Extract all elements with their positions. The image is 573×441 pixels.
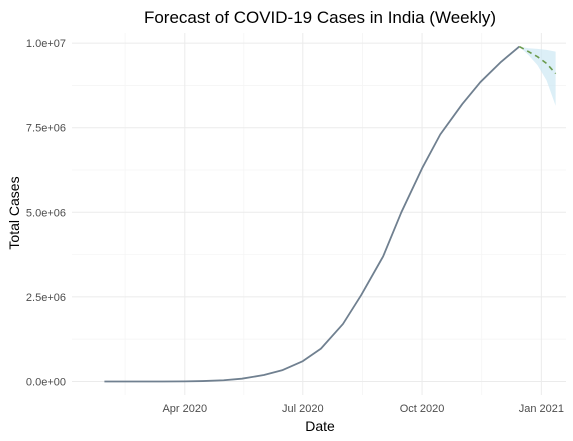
minor-gridlines [72, 33, 566, 395]
x-tick-label: Jul 2020 [282, 403, 324, 415]
x-tick-label: Oct 2020 [400, 403, 445, 415]
y-axis-ticks: 0.0e+00 2.5e+06 5.0e+06 7.5e+06 1.0e+07 [26, 38, 66, 388]
forecast-interval-layer [519, 46, 556, 106]
y-tick-label: 1.0e+07 [26, 38, 66, 50]
x-tick-label: Apr 2020 [162, 403, 207, 415]
x-tick-label: Jan 2021 [519, 403, 564, 415]
forecast-interval-band [519, 46, 556, 106]
series-layer [104, 45, 557, 383]
y-axis-title: Total Cases [6, 176, 22, 249]
y-tick-label: 0.0e+00 [26, 376, 66, 388]
y-tick-label: 7.5e+06 [26, 123, 66, 135]
chart-title: Forecast of COVID-19 Cases in India (Wee… [144, 8, 496, 27]
x-axis-title: Date [305, 418, 335, 434]
major-gridlines [72, 33, 566, 395]
y-tick-label: 5.0e+06 [26, 207, 66, 219]
x-axis-ticks: Apr 2020 Jul 2020 Oct 2020 Jan 2021 [162, 403, 564, 415]
actual-line [104, 45, 520, 383]
forecast-line [518, 45, 557, 75]
y-tick-label: 2.5e+06 [26, 292, 66, 304]
